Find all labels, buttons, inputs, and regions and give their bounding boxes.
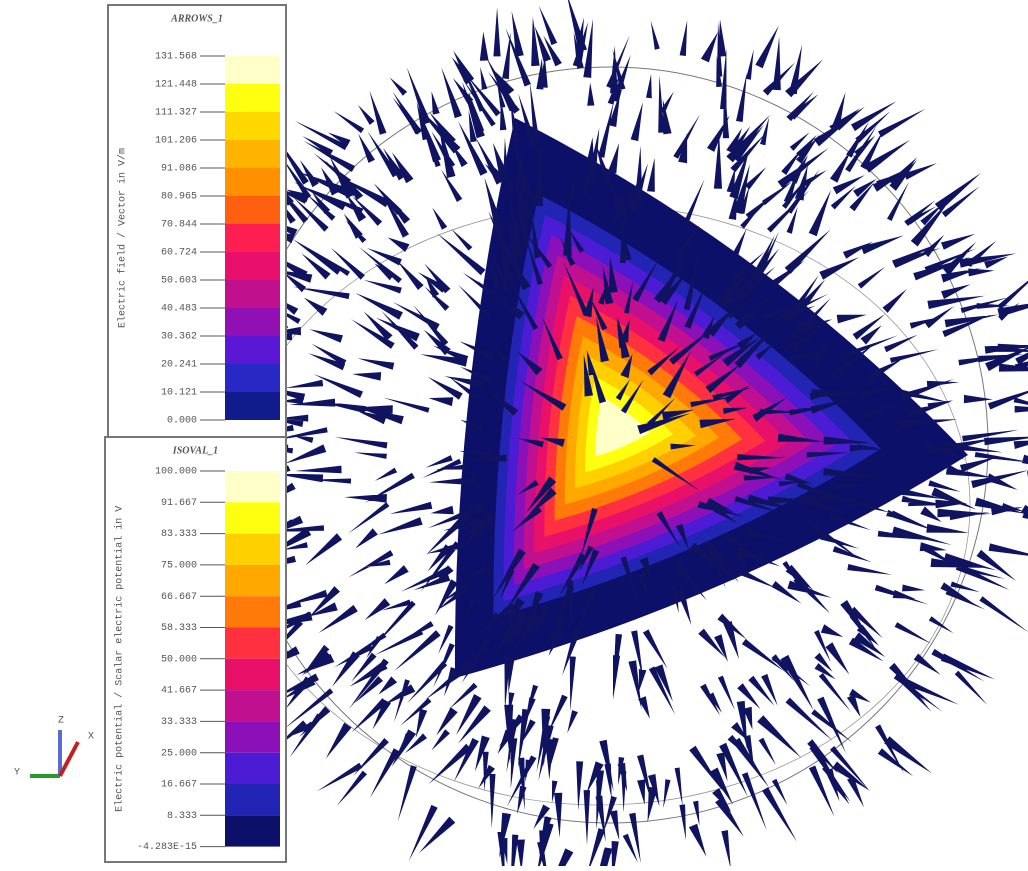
legend-tick-label: 80.965 [161, 192, 197, 203]
color-swatch [225, 252, 280, 280]
legend-quantity: Electric field / Vector in V/m [117, 148, 129, 328]
axis-triad: Z X Y [14, 716, 94, 779]
legend-tick-label: 8.333 [167, 811, 197, 822]
legend-tick-label: 66.667 [161, 592, 197, 603]
color-swatch [225, 784, 280, 815]
legend-tick-label: 60.724 [161, 248, 197, 259]
color-swatch [225, 308, 280, 336]
color-swatch [225, 690, 280, 721]
legend-tick-label: 91.667 [161, 498, 197, 509]
color-swatch [225, 721, 280, 752]
legend-tick-label: 50.000 [161, 654, 197, 665]
color-swatch [225, 56, 280, 84]
legend-tick-label: -4.283E-15 [137, 842, 197, 853]
legend-tick-label: 58.333 [161, 623, 197, 634]
color-swatch [225, 392, 280, 420]
legend-tick-label: 75.000 [161, 561, 197, 572]
color-swatch [225, 140, 280, 168]
axis-label-y: Y [14, 768, 20, 779]
legend-tick-label: 16.667 [161, 780, 197, 791]
legend-title: ARROWS_1 [170, 13, 223, 24]
legend-tick-label: 111.327 [155, 108, 197, 119]
color-swatch [225, 753, 280, 784]
legend-tick-label: 70.844 [161, 220, 197, 231]
color-swatch [225, 815, 280, 846]
legend-tick-label: 91.086 [161, 164, 197, 175]
legend-tick-label: 100.000 [155, 467, 197, 478]
legend-title: ISOVAL_1 [172, 445, 218, 456]
legend-tick-label: 20.241 [161, 360, 197, 371]
color-swatch [225, 471, 280, 502]
legend-tick-label: 131.568 [155, 52, 197, 63]
legend-tick-label: 41.667 [161, 686, 197, 697]
color-swatch [225, 168, 280, 196]
color-swatch [225, 364, 280, 392]
color-swatch [225, 502, 280, 533]
color-swatch [225, 280, 280, 308]
axis-label-x: X [88, 732, 94, 743]
legend: ARROWS_1 Electric field / Vector in V/m 13… [108, 5, 286, 437]
color-swatch [225, 336, 280, 364]
legend-tick-label: 50.603 [161, 276, 197, 287]
viewport: ARROWS_1 Electric field / Vector in V/m 13… [0, 0, 1028, 866]
axis-label-z: Z [58, 716, 64, 727]
legend-tick-label: 83.333 [161, 529, 197, 540]
legend-tick-label: 25.000 [161, 748, 197, 759]
legend-tick-label: 33.333 [161, 717, 197, 728]
color-swatch [225, 196, 280, 224]
color-swatch [225, 628, 280, 659]
axis-x [60, 742, 78, 776]
legend-tick-label: 30.362 [161, 332, 197, 343]
legend-tick-label: 121.448 [155, 80, 197, 91]
color-swatch [225, 534, 280, 565]
legend-tick-label: 101.206 [155, 136, 197, 147]
overlay: ARROWS_1 Electric field / Vector in V/m 13… [14, 5, 286, 862]
legend: ISOVAL_1 Electric potential / Scalar elec… [105, 437, 286, 862]
color-swatch [225, 112, 280, 140]
legend-quantity: Electric potential / Scalar electric pot… [114, 506, 126, 812]
color-swatch [225, 224, 280, 252]
color-swatch [225, 565, 280, 596]
color-swatch [225, 659, 280, 690]
legend-tick-label: 0.000 [167, 416, 197, 427]
color-swatch [225, 596, 280, 627]
legend-tick-label: 40.483 [161, 304, 197, 315]
legend-tick-label: 10.121 [161, 388, 197, 399]
color-swatch [225, 84, 280, 112]
